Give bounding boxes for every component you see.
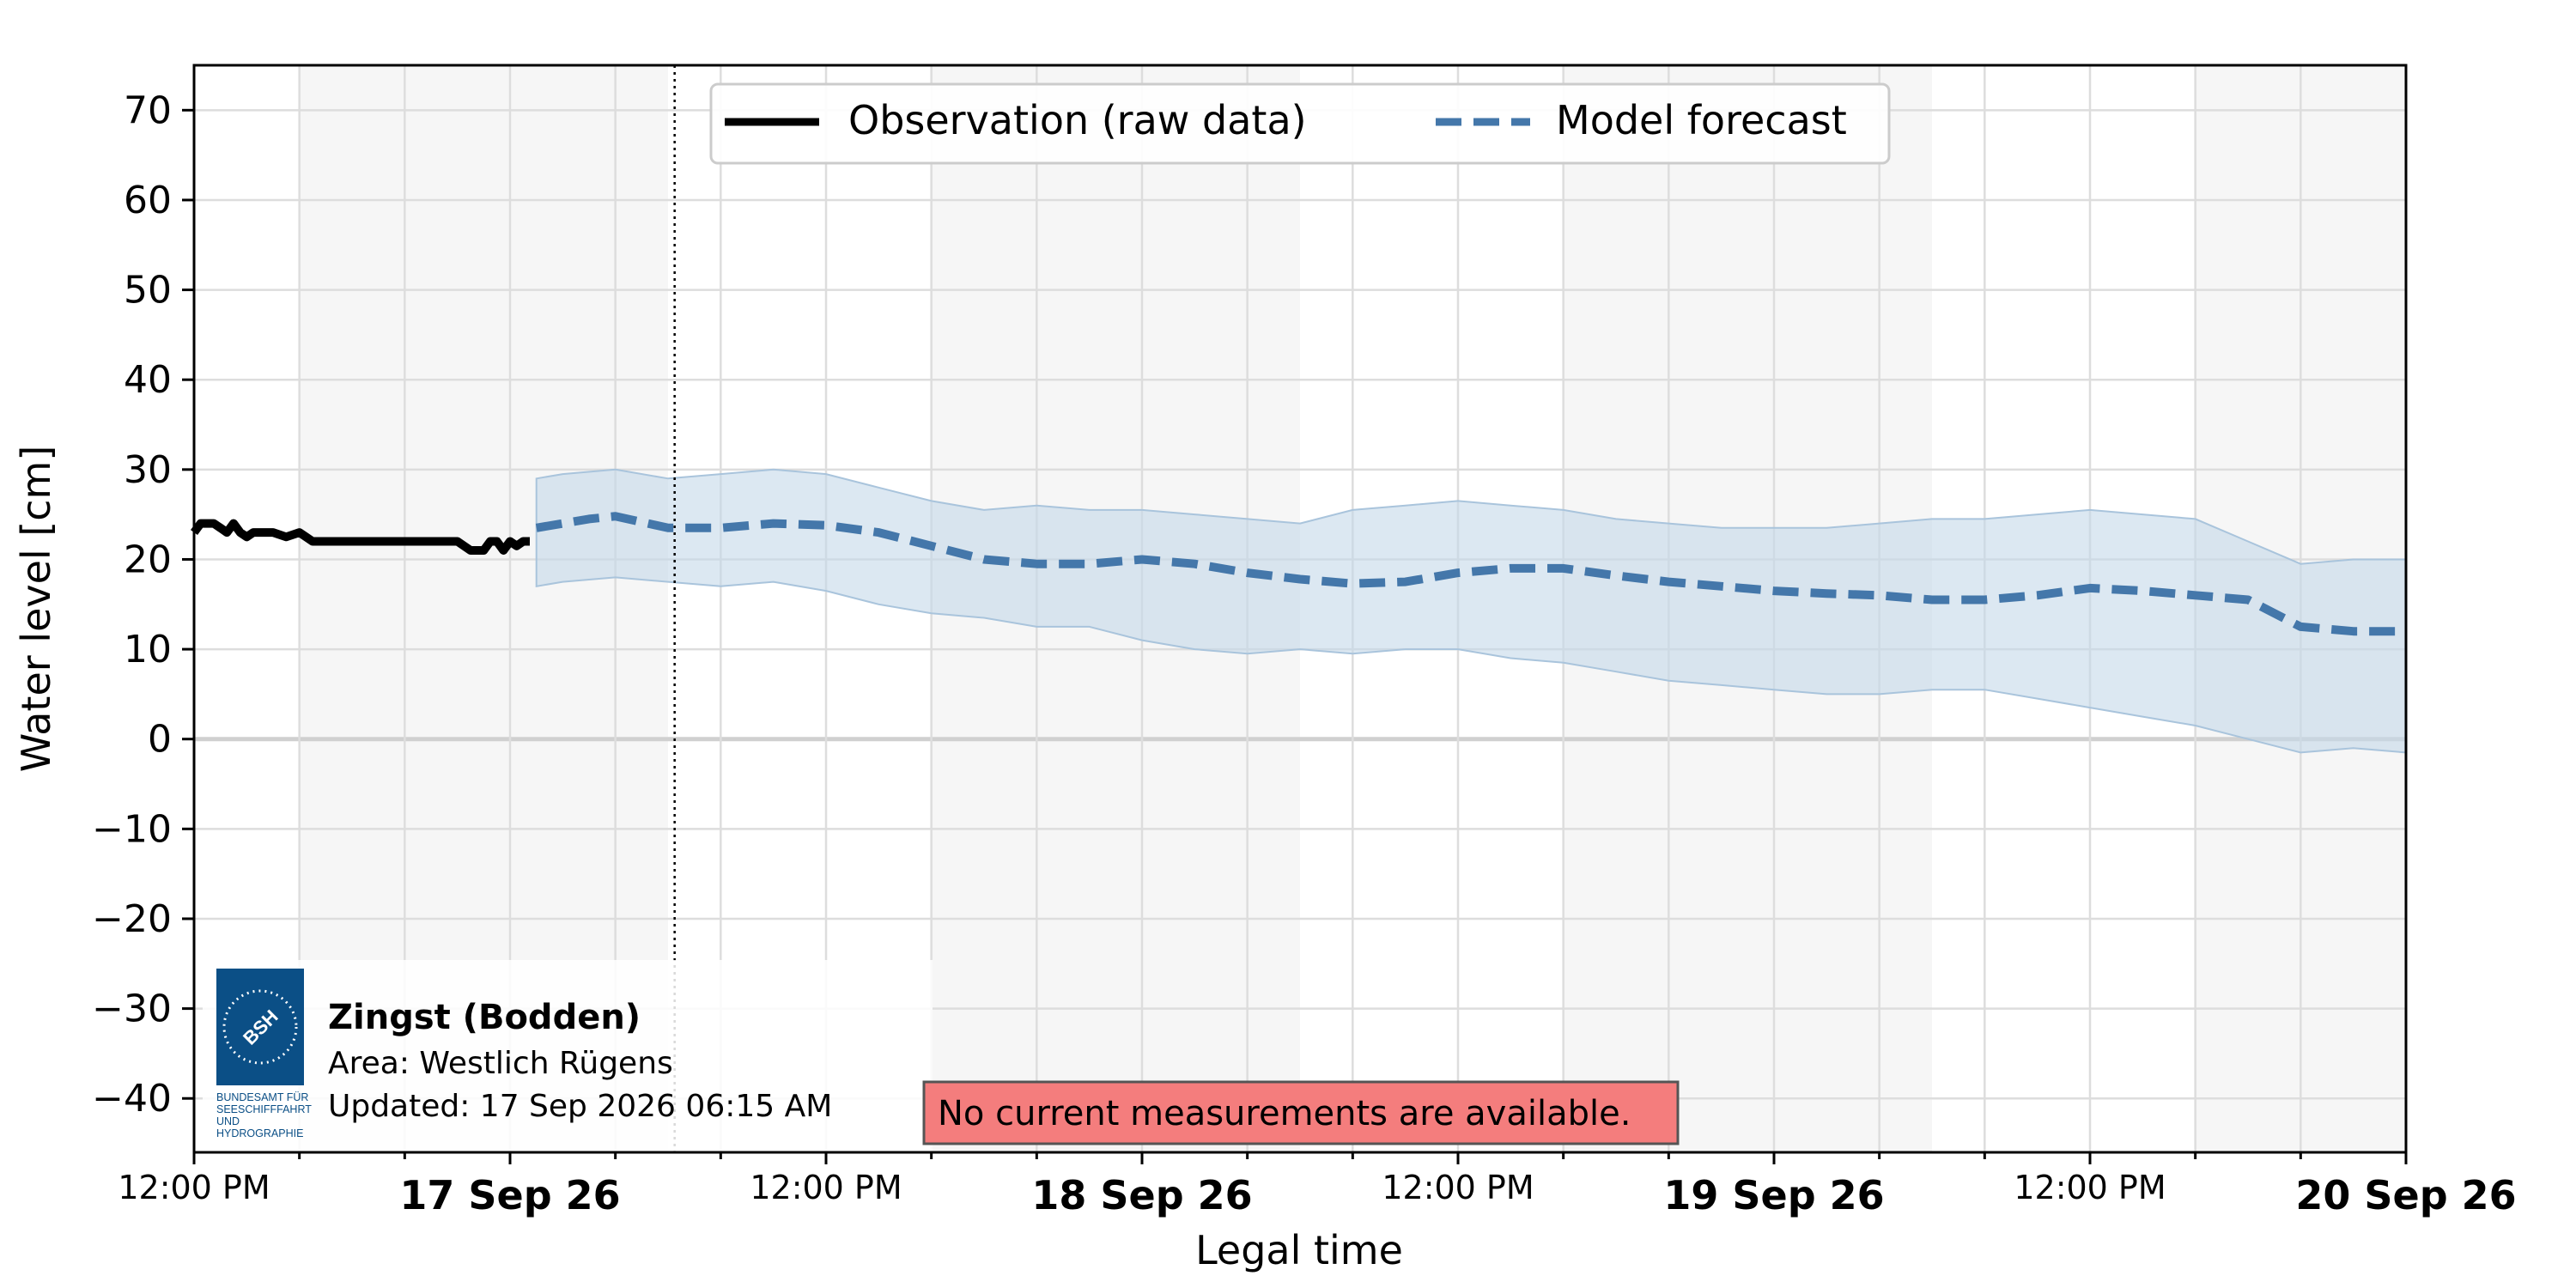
x-tick-label: 20 Sep 26 <box>2295 1172 2516 1218</box>
x-tick-label: 12:00 PM <box>2014 1169 2166 1206</box>
plot-frame <box>192 64 2408 1154</box>
legend-observation-label: Observation (raw data) <box>848 97 1307 143</box>
x-tick-label: 12:00 PM <box>118 1169 270 1206</box>
y-tick-label: 20 <box>124 538 172 581</box>
legend-forecast-label: Model forecast <box>1556 97 1847 143</box>
x-tick-label: 19 Sep 26 <box>1663 1172 1884 1218</box>
logo-caption-line: BUNDESAMT FÜR <box>216 1091 308 1103</box>
station-name: Zingst (Bodden) <box>328 998 641 1037</box>
y-tick-label: 60 <box>124 179 172 222</box>
x-axis-label: Legal time <box>1195 1227 1403 1273</box>
y-tick-label: −40 <box>92 1077 172 1121</box>
y-tick-label: 40 <box>124 358 172 402</box>
series-lines <box>190 512 2406 636</box>
y-tick-label: −30 <box>92 987 172 1031</box>
y-tick-label: 10 <box>124 628 172 671</box>
logo-caption-line: HYDROGRAPHIE <box>216 1127 303 1139</box>
no-measurements-warning: No current measurements are available. <box>922 1080 1680 1145</box>
x-tick-label: 12:00 PM <box>1382 1169 1534 1206</box>
x-tick-label: 18 Sep 26 <box>1031 1172 1252 1218</box>
y-axis: 70 60 50 40 30 20 10 0 −10 −20 −30 −40 <box>92 88 194 1121</box>
logo-caption-line: SEESCHIFFFAHRT <box>216 1103 312 1115</box>
bsh-logo: BSH BUNDESAMT FÜR SEESCHIFFFAHRT UND HYD… <box>216 969 312 1139</box>
y-tick-label: 70 <box>124 88 172 132</box>
legend: Observation (raw data) Model forecast <box>709 82 1891 165</box>
x-tick-label: 17 Sep 26 <box>399 1172 620 1218</box>
x-tick-label: 12:00 PM <box>750 1169 902 1206</box>
y-tick-label: 0 <box>148 718 172 762</box>
forecast-series-line <box>535 512 2406 636</box>
y-tick-label: 30 <box>124 448 172 492</box>
y-tick-label: 50 <box>124 269 172 313</box>
warning-text: No current measurements are available. <box>938 1094 1631 1133</box>
y-tick-label: −10 <box>92 807 172 851</box>
station-area: Area: Westlich Rügens <box>328 1046 673 1081</box>
station-info-box: BSH BUNDESAMT FÜR SEESCHIFFFAHRT UND HYD… <box>203 960 933 1152</box>
updated-timestamp: Updated: 17 Sep 2026 06:15 AM <box>328 1089 832 1124</box>
observation-series-line <box>190 519 530 555</box>
x-axis: 12:00 PM 17 Sep 26 12:00 PM 18 Sep 26 12:00 … <box>118 1152 2517 1218</box>
y-tick-label: −20 <box>92 897 172 941</box>
logo-caption-line: UND <box>216 1115 240 1127</box>
y-axis-label: Water level [cm] <box>13 446 59 773</box>
